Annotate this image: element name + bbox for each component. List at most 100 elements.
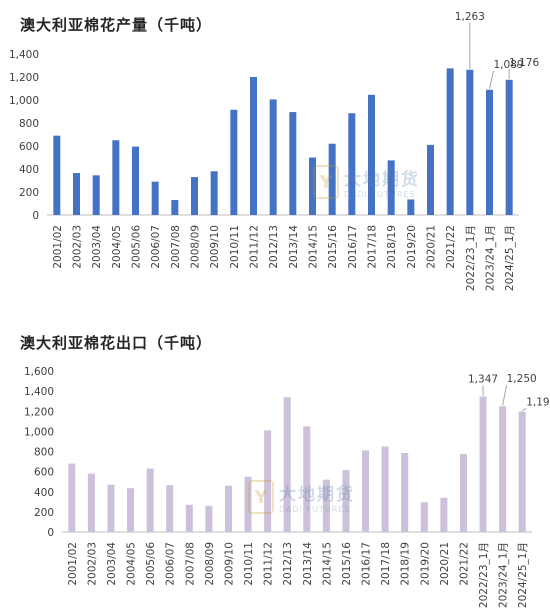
x-category-label: 2003/04: [91, 225, 103, 269]
bar: [210, 171, 218, 215]
x-category-label: 2017/18: [380, 542, 392, 586]
x-category-label: 2004/05: [126, 542, 138, 586]
y-tick-label: 0: [32, 210, 39, 222]
x-category-label: 2022/23_1月: [465, 225, 477, 291]
x-category-label: 2020/21: [426, 225, 438, 269]
bar: [303, 426, 311, 532]
watermark-en: DADI FUTURES: [344, 190, 416, 199]
data-label: 1,176: [509, 57, 539, 69]
bar: [92, 175, 100, 215]
x-category-label: 2013/14: [302, 542, 314, 586]
bar: [264, 430, 272, 532]
x-category-label: 2018/19: [386, 225, 398, 269]
data-label: 1,347: [468, 373, 498, 385]
x-category-label: 2009/10: [223, 542, 235, 586]
x-category-label: 2012/13: [282, 542, 294, 586]
data-label: 1,263: [455, 11, 485, 23]
x-category-label: 2010/11: [243, 542, 255, 586]
x-category-label: 2021/22: [458, 542, 470, 586]
x-category-label: 2012/13: [268, 225, 280, 269]
y-tick-label: 1,000: [9, 95, 39, 107]
x-category-label: 2010/11: [229, 225, 241, 269]
y-tick-label: 200: [34, 507, 54, 519]
x-category-label: 2006/07: [165, 542, 177, 586]
x-category-label: 2002/03: [86, 542, 98, 586]
x-category-label: 2004/05: [111, 225, 123, 269]
x-category-label: 2003/04: [106, 542, 118, 586]
bar: [309, 157, 316, 215]
y-tick-label: 200: [19, 187, 39, 199]
x-category-label: 2017/18: [367, 225, 379, 269]
y-tick-label: 400: [19, 164, 39, 176]
export-watermark: Y 大地期货 DADI FUTURES: [248, 480, 355, 514]
bar: [68, 463, 76, 532]
production-watermark: Y 大地期货 DADI FUTURES: [313, 165, 420, 199]
bar: [224, 485, 232, 532]
bar: [205, 505, 213, 532]
bar: [73, 173, 80, 215]
bar: [420, 502, 428, 532]
bar: [151, 181, 159, 215]
bar: [289, 112, 297, 215]
bar: [459, 454, 467, 532]
x-category-label: 2002/03: [72, 225, 84, 269]
bar: [328, 143, 336, 215]
bar: [342, 470, 350, 532]
x-category-label: 2001/02: [52, 225, 64, 269]
bar: [499, 406, 507, 532]
x-category-label: 2005/06: [131, 225, 143, 269]
x-category-label: 2020/21: [439, 542, 451, 586]
dadi-logo-icon: Y: [313, 165, 339, 199]
bar: [166, 485, 174, 532]
bar: [244, 476, 252, 532]
x-category-label: 2015/16: [341, 542, 353, 586]
export-chart: 澳大利亚棉花出口（千吨） 0 200 400 600 800 1,000 1,200 1,40…: [0, 312, 550, 610]
bar: [407, 199, 415, 215]
x-category-label: 2013/14: [288, 225, 300, 269]
data-label: 1,198: [526, 396, 550, 408]
production-chart: 澳大利亚棉花产量（千吨） 0 200 400 600 800 1,000 1,200 1,40…: [0, 0, 550, 300]
data-label: 1,250: [507, 373, 537, 385]
y-tick-label: 800: [34, 447, 54, 459]
bar: [466, 69, 474, 215]
x-category-label: 2023/24_1月: [498, 542, 510, 608]
data-label: 1,089: [494, 59, 524, 71]
bar: [127, 488, 135, 532]
x-category-label: 2009/10: [209, 225, 221, 269]
bar: [107, 484, 115, 532]
y-tick-label: 400: [34, 487, 54, 499]
y-tick-label: 1,200: [24, 406, 54, 418]
bar: [112, 140, 120, 215]
y-tick-label: 1,200: [9, 72, 39, 84]
export-chart-title: 澳大利亚棉花出口（千吨）: [20, 334, 213, 352]
bar: [401, 453, 409, 532]
watermark-en: DADI FUTURES: [279, 505, 351, 514]
x-category-label: 2014/15: [321, 542, 333, 586]
bar: [446, 68, 454, 215]
bar: [132, 146, 139, 215]
y-tick-label: 800: [19, 118, 39, 130]
watermark-cn: 大地期货: [344, 170, 420, 190]
bar: [283, 397, 291, 532]
x-category-label: 2011/12: [249, 225, 261, 269]
y-tick-label: 600: [19, 141, 39, 153]
bar: [486, 89, 493, 215]
bar: [269, 99, 277, 215]
bar: [322, 479, 330, 532]
data-label-leader: [489, 70, 494, 89]
x-category-label: 2007/08: [170, 225, 182, 269]
bar: [230, 109, 238, 215]
bar: [146, 468, 154, 532]
dadi-logo-icon: Y: [248, 480, 274, 514]
x-category-label: 2016/17: [347, 225, 359, 269]
bar: [171, 200, 179, 215]
x-category-label: 2018/19: [400, 542, 412, 586]
bar: [505, 79, 513, 215]
bar: [427, 144, 434, 215]
x-category-label: 2015/16: [327, 225, 339, 269]
y-tick-label: 1,600: [24, 366, 54, 378]
x-category-label: 2008/09: [190, 225, 202, 269]
x-category-label: 2005/06: [145, 542, 157, 586]
x-category-label: 2001/02: [67, 542, 79, 586]
data-label-leader: [502, 385, 508, 406]
